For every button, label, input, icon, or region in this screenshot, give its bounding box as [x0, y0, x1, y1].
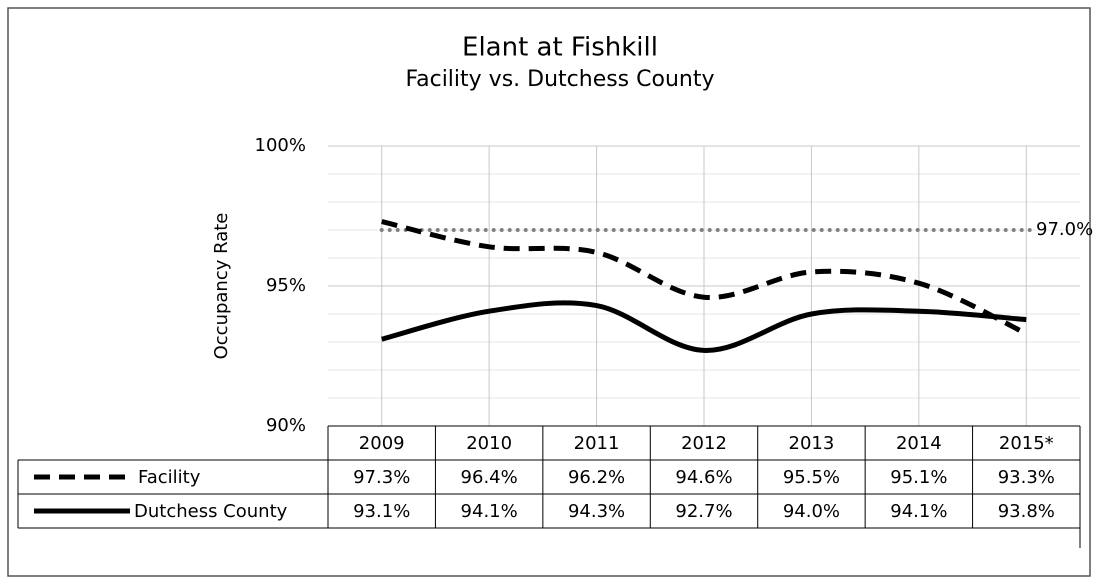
table-value: 94.0% — [783, 501, 840, 522]
legend-label: Facility — [138, 467, 201, 488]
chart-subtitle: Facility vs. Dutchess County — [405, 67, 714, 92]
table-value: 97.3% — [353, 467, 410, 488]
table-value: 93.1% — [353, 501, 410, 522]
table-value: 94.6% — [675, 467, 732, 488]
y-tick-label: 100% — [255, 135, 306, 156]
x-tick-label: 2014 — [896, 433, 942, 454]
reference-label: 97.0% — [1036, 219, 1093, 240]
chart-title: Elant at Fishkill — [462, 33, 658, 63]
table-value: 95.1% — [890, 467, 947, 488]
x-tick-label: 2009 — [359, 433, 405, 454]
chart-frame — [7, 7, 1091, 577]
legend-label: Dutchess County — [134, 501, 288, 522]
x-tick-label: 2015* — [999, 433, 1054, 454]
table-value: 96.2% — [568, 467, 625, 488]
x-tick-label: 2010 — [466, 433, 512, 454]
series-line — [381, 219, 1028, 336]
table-value: 94.1% — [890, 501, 947, 522]
y-axis-label: Occupancy Rate — [211, 213, 232, 360]
series-line — [381, 300, 1027, 353]
table-value: 94.3% — [568, 501, 625, 522]
y-tick-label: 90% — [266, 415, 306, 436]
x-tick-label: 2011 — [574, 433, 620, 454]
table-value: 93.3% — [998, 467, 1055, 488]
table-value: 94.1% — [461, 501, 518, 522]
x-tick-label: 2013 — [789, 433, 835, 454]
table-value: 95.5% — [783, 467, 840, 488]
y-tick-label: 95% — [266, 275, 306, 296]
x-tick-label: 2012 — [681, 433, 727, 454]
table-value: 96.4% — [461, 467, 518, 488]
table-value: 93.8% — [998, 501, 1055, 522]
table-value: 92.7% — [675, 501, 732, 522]
